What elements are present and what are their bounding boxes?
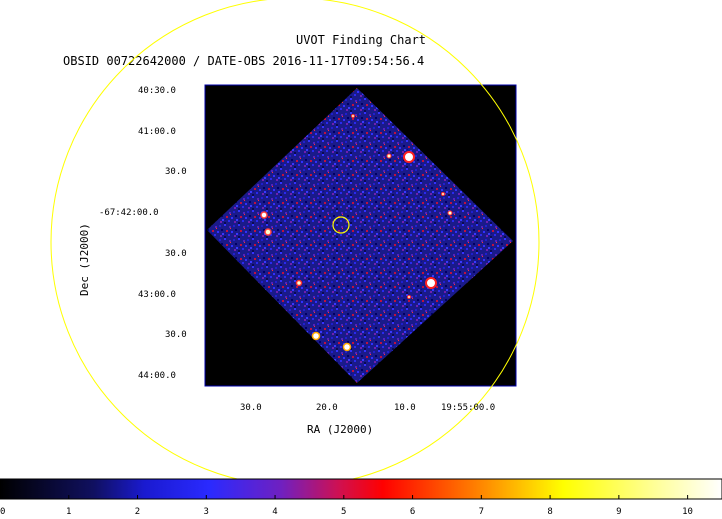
colorbar-ticks [0,495,689,499]
dec-tick-label: 40:30.0 [138,86,176,96]
colorbar-tick-label: 7 [478,507,484,517]
colorbar-tick-label: 4 [272,507,278,517]
colorbar-tick-label: 6 [409,507,416,517]
ra-tick-label: 30.0 [240,403,262,413]
sources [260,114,453,352]
dec-tick-label: 43:00.0 [138,290,176,300]
ra-tick-label: 20.0 [316,403,338,413]
colorbar-tick-label: 3 [203,507,209,517]
colorbar-tick-label: 2 [134,507,141,517]
dec-tick-label: 30.0 [165,167,187,177]
colorbar-tick-label: 8 [547,507,553,517]
dec-tick-label: 41:00.0 [138,127,176,137]
ra-tick-label: 19:55:00.0 [441,403,496,413]
colorbar-tick-label: 1 [66,507,72,517]
dec-tick-label: -67:42:00.0 [99,208,159,218]
dec-tick-label: 30.0 [165,249,187,259]
dec-tick-label: 44:00.0 [138,371,176,381]
chart-subtitle: OBSID 00722642000 / DATE-OBS 2016-11-17T… [63,54,425,68]
colorbar [0,478,722,500]
chart-title: UVOT Finding Chart [295,33,427,47]
colorbar-tick-label: 9 [616,507,622,517]
y-axis-label: Dec (J2000) [78,223,91,296]
colorbar-tick-label: 10 [682,507,693,517]
uvot-field [207,88,513,383]
dec-tick-label: 30.0 [165,330,187,340]
x-axis-label: RA (J2000) [307,423,374,436]
colorbar-tick-label: 0 [0,507,6,517]
ra-tick-label: 10.0 [394,403,416,413]
colorbar-tick-label: 5 [341,507,347,517]
target-circle [332,216,350,234]
